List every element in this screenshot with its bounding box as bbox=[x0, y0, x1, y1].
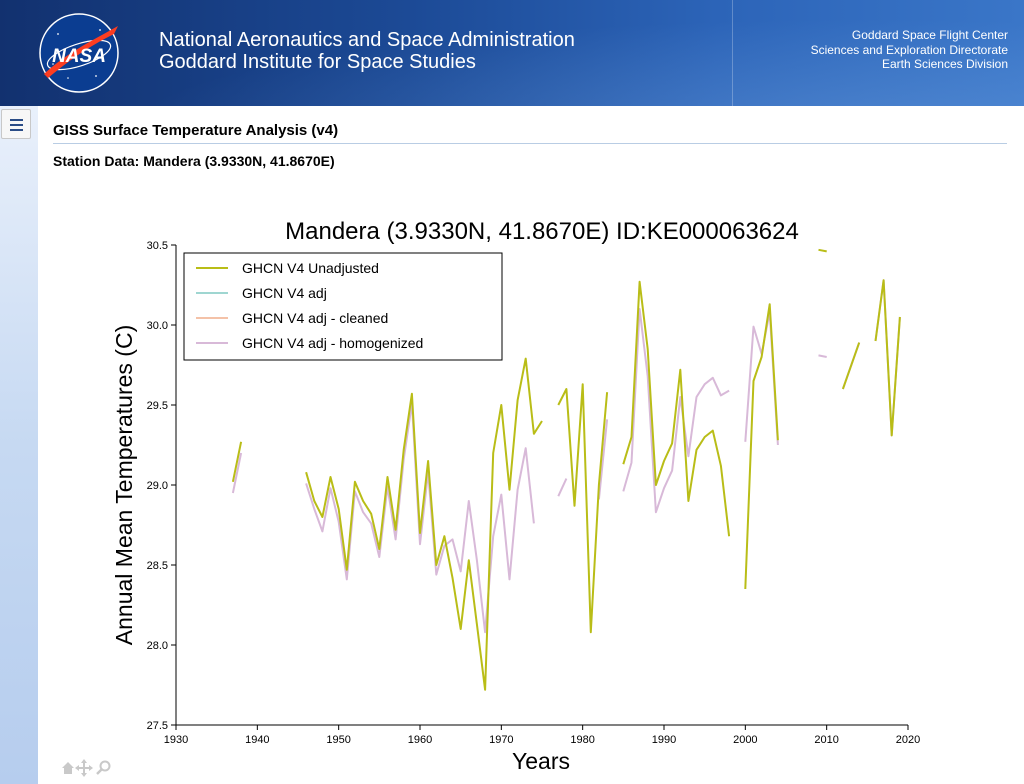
x-tick-label: 1930 bbox=[164, 734, 188, 746]
legend-items: GHCN V4 Unadjusted GHCN V4 adj GHCN V4 adj… bbox=[196, 260, 423, 351]
center-info: Goddard Space Flight Center Sciences and… bbox=[811, 28, 1008, 72]
series-line-unadjusted bbox=[622, 280, 731, 537]
series-line-homogenized bbox=[597, 419, 609, 500]
x-tick-label: 1960 bbox=[408, 734, 432, 746]
center-line-1[interactable]: Goddard Space Flight Center bbox=[851, 28, 1008, 42]
x-tick-label: 1980 bbox=[570, 734, 594, 746]
y-tick-label: 30.0 bbox=[147, 320, 168, 332]
center-line-3[interactable]: Earth Sciences Division bbox=[881, 57, 1008, 71]
center-line-2[interactable]: Sciences and Exploration Directorate bbox=[810, 42, 1008, 57]
y-tick-label: 29.0 bbox=[147, 480, 168, 492]
series-line-unadjusted bbox=[841, 342, 861, 390]
y-tick-label: 27.5 bbox=[147, 720, 168, 732]
legend-label: GHCN V4 Unadjusted bbox=[242, 260, 379, 276]
series-line-unadjusted bbox=[231, 441, 243, 483]
header-background bbox=[0, 0, 1024, 106]
series-lines bbox=[231, 248, 901, 691]
series-line-unadjusted bbox=[874, 279, 901, 437]
x-tick-label: 1990 bbox=[652, 734, 676, 746]
x-tick-label: 2000 bbox=[733, 734, 757, 746]
x-tick-label: 2010 bbox=[814, 734, 838, 746]
series-line-homogenized bbox=[305, 402, 535, 634]
station-title: Station Data: Mandera (3.9330N, 41.8670E… bbox=[53, 153, 335, 169]
menu-button[interactable] bbox=[1, 109, 31, 139]
x-tick-label: 2020 bbox=[896, 734, 920, 746]
legend-label: GHCN V4 adj - homogenized bbox=[242, 335, 423, 351]
series-line-unadjusted bbox=[305, 357, 543, 691]
legend-label: GHCN V4 adj bbox=[242, 285, 327, 301]
y-tick-label: 29.5 bbox=[147, 400, 168, 412]
x-axis-label: Years bbox=[512, 748, 570, 774]
series-line-unadjusted bbox=[818, 248, 827, 253]
x-tick-label: 1940 bbox=[245, 734, 269, 746]
series-line-unadjusted bbox=[557, 383, 609, 634]
series-line-homogenized bbox=[231, 452, 243, 494]
y-tick-label: 28.0 bbox=[147, 640, 168, 652]
x-tick-label: 1970 bbox=[489, 734, 513, 746]
main-content bbox=[38, 106, 1024, 784]
hamburger-icon bbox=[10, 119, 23, 121]
y-tick-label: 28.5 bbox=[147, 560, 168, 572]
agency-line-2[interactable]: Goddard Institute for Space Studies bbox=[159, 51, 476, 73]
legend-label: GHCN V4 adj - cleaned bbox=[242, 310, 388, 326]
zoom-icon[interactable] bbox=[96, 760, 111, 775]
nasa-logo[interactable]: NASA bbox=[38, 12, 120, 94]
title-divider bbox=[53, 143, 1007, 144]
header-divider bbox=[732, 0, 733, 106]
series-line-homogenized bbox=[622, 308, 730, 514]
legend: GHCN V4 Unadjusted GHCN V4 adj GHCN V4 adj… bbox=[183, 252, 503, 361]
y-axis-label: Annual Mean Temperatures (C) bbox=[111, 325, 137, 645]
axes: 1930 1940 1950 1960 1970 1980 1990 2000 2010 2020… bbox=[147, 240, 921, 746]
series-line-homogenized bbox=[818, 354, 827, 358]
series-line-unadjusted bbox=[744, 303, 779, 590]
plot-toolbar bbox=[62, 759, 111, 777]
logo-wordmark: NASA bbox=[52, 46, 106, 67]
page-title: GISS Surface Temperature Analysis (v4) bbox=[53, 122, 339, 139]
y-tick-label: 30.5 bbox=[147, 240, 168, 252]
legend-box bbox=[183, 252, 503, 361]
series-line-homogenized bbox=[744, 311, 779, 446]
x-tick-label: 1950 bbox=[326, 734, 350, 746]
pan-icon[interactable] bbox=[75, 759, 93, 777]
hamburger-icon-bar bbox=[10, 124, 23, 126]
agency-line-1[interactable]: National Aeronautics and Space Administr… bbox=[159, 29, 575, 51]
temperature-chart: Mandera (3.9330N, 41.8670E) ID:KE0000636… bbox=[111, 218, 921, 774]
chart-title: Mandera (3.9330N, 41.8670E) ID:KE0000636… bbox=[285, 218, 799, 245]
series-line-homogenized bbox=[557, 478, 568, 497]
agency-name[interactable]: National Aeronautics and Space Administr… bbox=[159, 29, 575, 73]
sidebar bbox=[0, 106, 38, 784]
hamburger-icon-bar bbox=[10, 129, 23, 131]
site-header: NASA National Aeronautics and Space Admi… bbox=[0, 0, 1024, 106]
home-icon[interactable] bbox=[62, 762, 74, 774]
